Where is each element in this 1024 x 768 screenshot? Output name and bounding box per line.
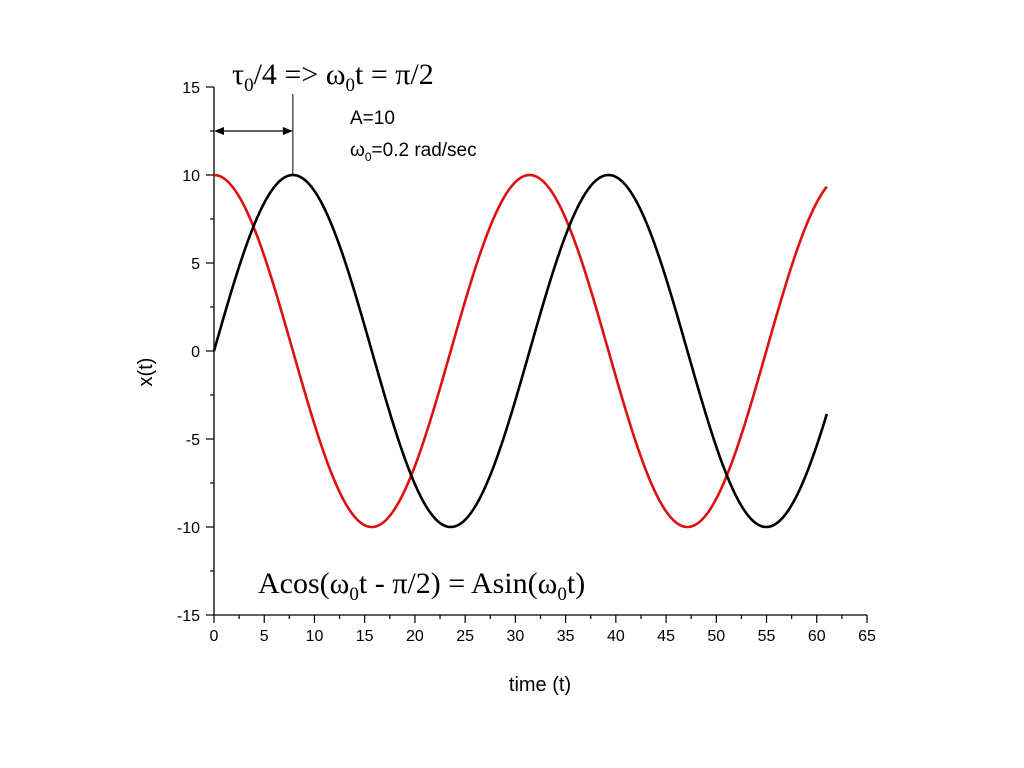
- identity-annotation: Acos(ω0t - π/2) = Asin(ω0t): [258, 567, 585, 605]
- omega-annotation: ω0=0.2 rad/sec: [350, 140, 477, 164]
- x-tick-label: 60: [808, 628, 826, 645]
- x-tick-label: 25: [456, 628, 474, 645]
- arrowhead-right-icon: [282, 127, 293, 135]
- x-tick-label: 0: [210, 628, 219, 645]
- top-annotation: τ0/4 => ω0t = π/2: [232, 58, 434, 96]
- x-tick-label: 55: [758, 628, 776, 645]
- x-tick-label: 15: [356, 628, 374, 645]
- y-tick-label: 15: [182, 80, 200, 97]
- x-axis-label: time (t): [509, 674, 571, 696]
- y-tick-label: 5: [191, 256, 200, 273]
- quarter-period-marker: [214, 94, 294, 175]
- x-tick-label: 5: [260, 628, 269, 645]
- axes: 0 5 10 15 20 25 30 35 40 45 50 55 60 65 -15 -10 -5 0 5 10 15: [177, 80, 876, 645]
- y-tick-label: -10: [177, 520, 200, 537]
- y-tick-label: 0: [191, 344, 200, 361]
- y-tick-label: -5: [186, 432, 200, 449]
- arrowhead-left-icon: [214, 127, 224, 135]
- amplitude-annotation: A=10: [350, 108, 395, 129]
- x-tick-label: 45: [657, 628, 675, 645]
- x-tick-label: 10: [306, 628, 324, 645]
- series-group: [212, 173, 829, 529]
- black-sine-series-line: [212, 173, 829, 529]
- x-tick-label: 20: [406, 628, 424, 645]
- y-tick-label: 10: [182, 168, 200, 185]
- y-tick-label: -15: [177, 608, 200, 625]
- x-tick-label: 50: [707, 628, 725, 645]
- x-tick-label: 35: [557, 628, 575, 645]
- y-axis-label: x(t): [135, 358, 157, 387]
- x-tick-label: 40: [607, 628, 625, 645]
- x-tick-label: 65: [858, 628, 876, 645]
- red-cosine-series-line: [213, 173, 828, 529]
- x-tick-label: 30: [506, 628, 524, 645]
